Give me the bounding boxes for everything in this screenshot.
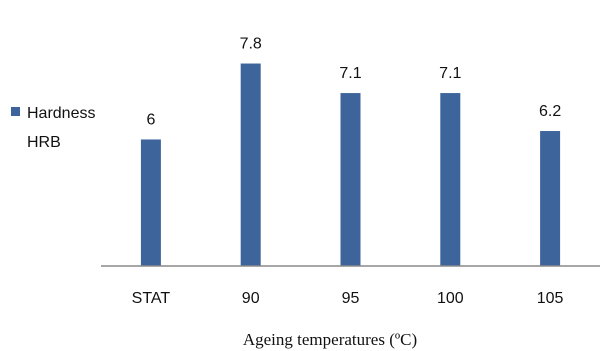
data-label-STAT: 6 <box>146 111 155 128</box>
legend-label-line-2: HRB <box>27 134 61 151</box>
data-label-90: 7.8 <box>240 36 262 53</box>
x-axis-label: Ageing temperatures (ºC) <box>243 330 417 349</box>
category-label-105: 105 <box>537 290 564 307</box>
category-label-STAT: STAT <box>132 290 171 307</box>
bar-100 <box>440 93 461 267</box>
data-label-105: 6.2 <box>539 103 561 120</box>
category-labels: STAT 90 95 100 105 <box>132 290 564 307</box>
data-label-95: 7.1 <box>339 65 361 82</box>
data-label-100: 7.1 <box>439 65 461 82</box>
bar-90 <box>240 63 261 267</box>
bars-group <box>140 63 561 267</box>
category-label-95: 95 <box>342 290 360 307</box>
category-label-100: 100 <box>437 290 464 307</box>
bar-STAT <box>140 139 161 266</box>
legend-swatch <box>11 107 20 116</box>
bar-105 <box>540 131 561 266</box>
bar-95 <box>340 93 361 267</box>
legend: Hardness HRB <box>11 105 95 151</box>
category-label-90: 90 <box>242 290 260 307</box>
data-labels: 6 7.8 7.1 7.1 6.2 <box>146 36 561 129</box>
legend-label-line-1: Hardness <box>27 105 95 122</box>
